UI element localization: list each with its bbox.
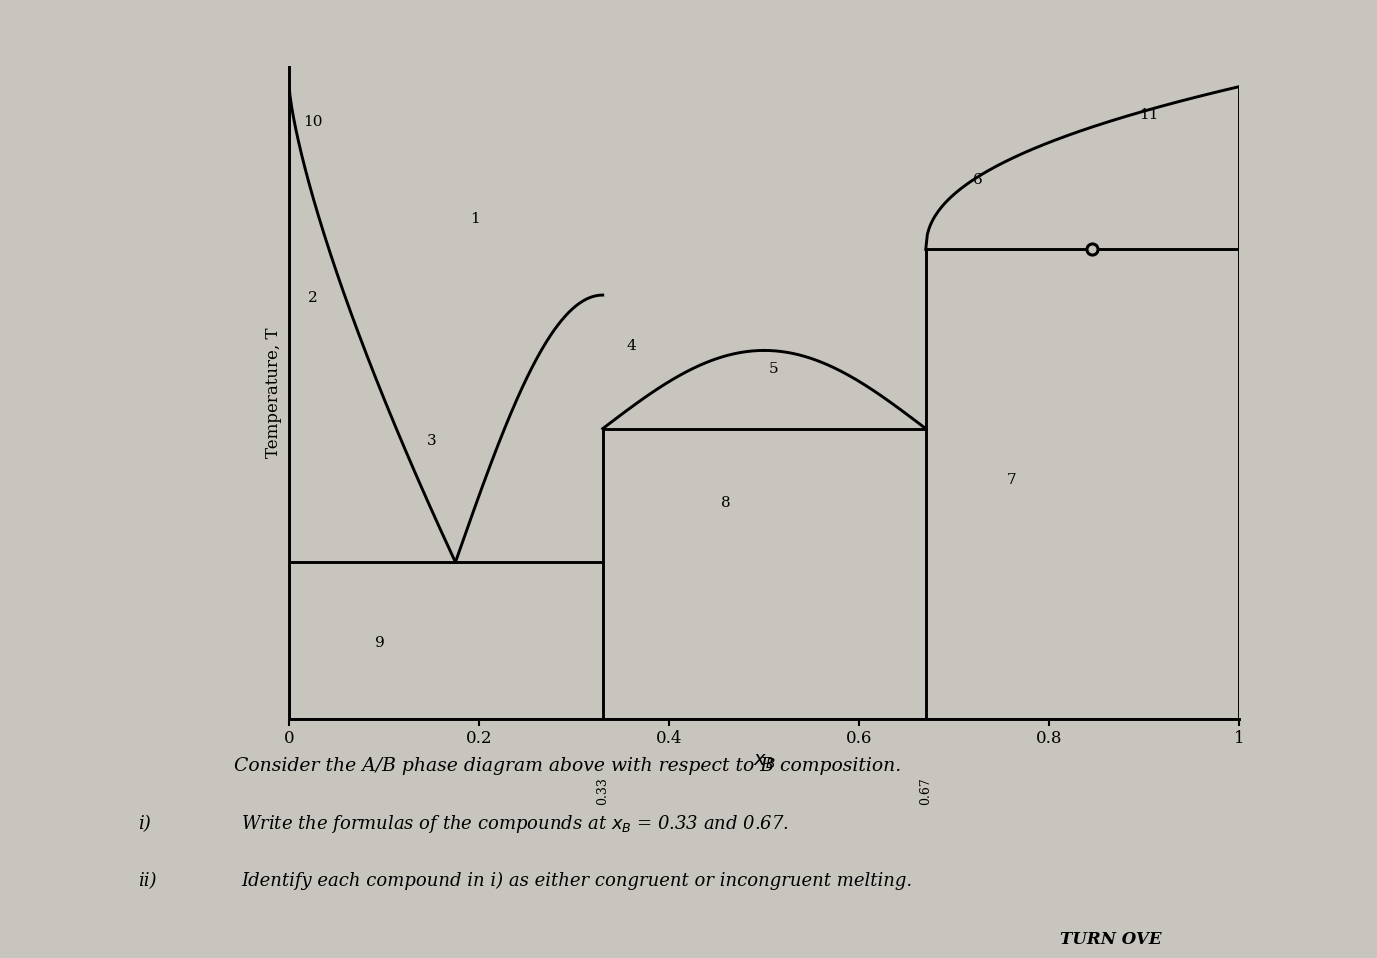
Text: 10: 10 [303,115,324,128]
Text: 0.33: 0.33 [596,777,609,805]
Y-axis label: Temperature, T: Temperature, T [266,328,282,458]
Text: Identify each compound in i) as either congruent or incongruent melting.: Identify each compound in i) as either c… [241,872,912,890]
Text: 11: 11 [1140,108,1159,123]
Text: TURN OVE: TURN OVE [1060,930,1162,947]
Text: 6: 6 [974,173,983,188]
Text: 3: 3 [427,434,437,448]
Text: 2: 2 [308,290,318,305]
Text: 4: 4 [627,339,636,354]
Text: 1: 1 [470,213,479,226]
Text: 8: 8 [722,496,731,510]
Text: Write the formulas of the compounds at $x_B$ = 0.33 and 0.67.: Write the formulas of the compounds at $… [241,812,789,834]
Text: 5: 5 [768,362,778,376]
Text: 0.67: 0.67 [920,777,932,805]
Text: Consider the A/B phase diagram above with respect to B composition.: Consider the A/B phase diagram above wit… [234,757,902,775]
Text: ii): ii) [138,872,156,890]
Text: 9: 9 [375,636,384,650]
Text: i): i) [138,814,150,833]
X-axis label: $x_B$: $x_B$ [753,753,775,771]
Text: 7: 7 [1007,473,1016,487]
